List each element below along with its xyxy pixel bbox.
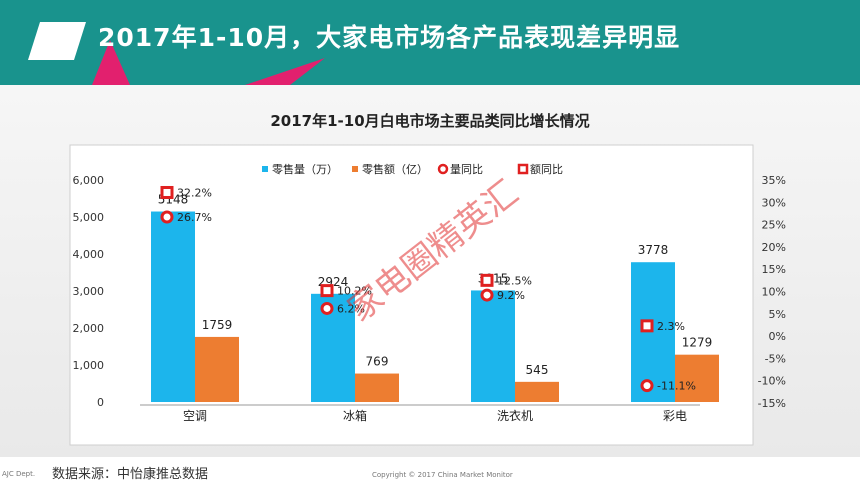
left-tick-label: 3,000 — [73, 285, 105, 298]
bar-value-label: 3778 — [638, 243, 669, 257]
left-tick-label: 2,000 — [73, 322, 105, 335]
category-label: 冰箱 — [343, 408, 367, 423]
legend-circle-icon — [437, 163, 449, 175]
right-tick-label: 20% — [762, 241, 786, 254]
bar-value-label: 1279 — [682, 336, 713, 350]
right-tick-label: 5% — [769, 308, 786, 321]
right-tick-label: -15% — [758, 397, 786, 410]
value-yoy-marker — [480, 273, 494, 287]
right-tick-label: 0% — [769, 330, 786, 343]
left-tick-label: 5,000 — [73, 211, 105, 224]
legend-square-icon — [517, 163, 529, 175]
header-banner: 2017年1-10月，大家电市场各产品表现差异明显 — [0, 0, 860, 85]
right-tick-label: -5% — [765, 352, 786, 365]
left-tick-label: 4,000 — [73, 248, 105, 261]
category-label: 空调 — [183, 409, 207, 423]
left-tick-label: 6,000 — [73, 174, 105, 187]
footer-source: 数据来源：中怡康推总数据 — [52, 467, 209, 482]
bars: 514829243015377817597695451279 — [151, 193, 719, 402]
yoy-label: 32.2% — [177, 186, 212, 199]
bar — [675, 354, 719, 402]
x-axis: 空调 冰箱 洗衣机 彩电 — [183, 408, 687, 423]
yoy-label: 2.3% — [657, 320, 685, 333]
volume-yoy-marker — [160, 210, 174, 224]
legend-label: 额同比 — [530, 163, 563, 176]
footer-copyright: Copyright © 2017 China Market Monitor — [372, 471, 513, 479]
yoy-label: 10.2% — [337, 285, 372, 298]
legend: 零售量（万） 零售额（亿） 量同比 额同比 — [262, 162, 563, 176]
bar — [515, 381, 559, 402]
legend-label: 零售量（万） — [272, 162, 338, 176]
bar — [355, 373, 399, 402]
bar-value-label: 769 — [366, 355, 389, 369]
header-parallelogram-icon — [28, 22, 86, 60]
bar — [311, 293, 355, 402]
yoy-label: -11.1% — [657, 380, 696, 393]
yoy-label: 12.5% — [497, 274, 532, 287]
header-decoration — [28, 22, 325, 85]
yoy-label: 6.2% — [337, 302, 365, 315]
volume-yoy-marker — [320, 301, 334, 315]
bar — [471, 290, 515, 402]
bar-value-label: 1759 — [202, 318, 233, 332]
value-yoy-marker — [320, 284, 334, 298]
right-axis: -15% -10% -5% 0% 5% 10% 15% 20% 25% 30% 35% — [758, 174, 786, 410]
category-label: 洗衣机 — [497, 408, 533, 423]
page-title: 2017年1-10月，大家电市场各产品表现差异明显 — [98, 23, 681, 52]
right-tick-label: 10% — [762, 286, 786, 299]
header-accent-shape — [92, 40, 130, 85]
header-accent-shape-2 — [245, 58, 325, 85]
left-tick-label: 1,000 — [73, 359, 105, 372]
bar — [195, 336, 239, 402]
volume-yoy-marker — [640, 379, 654, 393]
legend-label: 零售额（亿） — [362, 162, 428, 176]
right-tick-label: 30% — [762, 196, 786, 209]
yoy-label: 9.2% — [497, 289, 525, 302]
chart-title: 2017年1-10月白电市场主要品类同比增长情况 — [270, 112, 590, 130]
value-yoy-marker — [160, 185, 174, 199]
right-tick-label: -10% — [758, 375, 786, 388]
legend-swatch — [352, 166, 358, 172]
legend-swatch — [262, 166, 268, 172]
bar — [151, 211, 195, 402]
markers: 26.7% 6.2% 9.2% -11.1% 32.2% 10.2% 12.5% 2.3% — [160, 185, 696, 393]
right-tick-label: 15% — [762, 263, 786, 276]
footer-dept: AJC Dept. — [2, 470, 36, 478]
right-tick-label: 25% — [762, 219, 786, 232]
volume-yoy-marker — [480, 288, 494, 302]
yoy-label: 26.7% — [177, 211, 212, 224]
category-label: 彩电 — [663, 409, 687, 423]
legend-label: 量同比 — [450, 163, 483, 176]
bar-value-label: 545 — [526, 363, 549, 377]
right-tick-label: 35% — [762, 174, 786, 187]
value-yoy-marker — [640, 319, 654, 333]
left-tick-label: 0 — [97, 396, 104, 409]
left-axis: 0 1,000 2,000 3,000 4,000 5,000 6,000 — [73, 174, 105, 409]
